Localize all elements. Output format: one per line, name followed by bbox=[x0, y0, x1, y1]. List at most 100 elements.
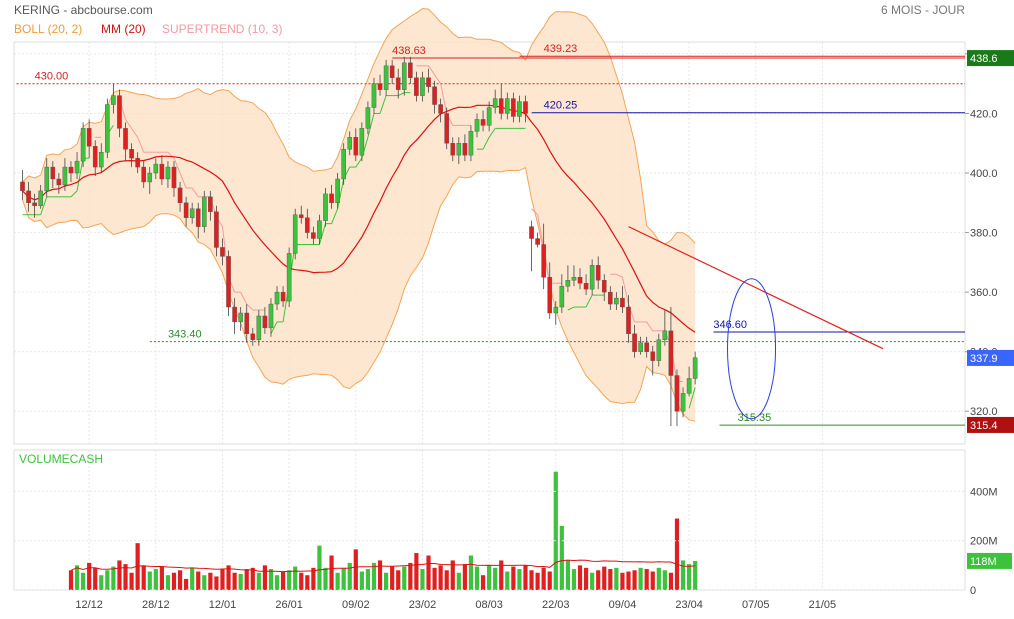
volume-bar bbox=[523, 565, 528, 590]
candle-body bbox=[86, 128, 92, 147]
volume-bar bbox=[674, 518, 680, 590]
candle-body bbox=[286, 253, 292, 302]
volume-tick-label: 400M bbox=[970, 486, 998, 498]
supertrend-segment bbox=[179, 172, 187, 189]
highlight-ellipse bbox=[727, 278, 777, 420]
price-tag-label: 337.9 bbox=[970, 353, 998, 365]
supertrend-segment bbox=[131, 128, 139, 138]
volume-bar bbox=[123, 564, 128, 590]
supertrend-segment bbox=[482, 137, 490, 150]
volume-bar bbox=[141, 565, 146, 590]
volume-bar bbox=[656, 567, 661, 590]
candle-body bbox=[195, 208, 201, 227]
candle-body bbox=[38, 190, 43, 206]
supertrend-segment bbox=[567, 306, 575, 311]
candle-body bbox=[462, 143, 468, 156]
supertrend-segment bbox=[440, 83, 448, 114]
x-tick-label: 12/01 bbox=[209, 599, 237, 611]
candle-body bbox=[450, 143, 456, 156]
supertrend-segment bbox=[379, 95, 387, 114]
volume-bar bbox=[299, 572, 304, 590]
x-tick-label: 26/01 bbox=[275, 599, 303, 611]
volume-bar bbox=[602, 566, 607, 590]
candle-body bbox=[444, 113, 450, 144]
x-tick-label: 12/12 bbox=[75, 599, 103, 611]
candle-body bbox=[274, 291, 280, 305]
candle-body bbox=[662, 330, 668, 340]
volume-bar bbox=[462, 564, 467, 590]
supertrend-segment bbox=[688, 387, 696, 409]
candle-body bbox=[638, 342, 643, 352]
candle-body bbox=[323, 193, 328, 221]
volume-bar bbox=[220, 569, 225, 590]
candle-body bbox=[650, 351, 656, 361]
candle-body bbox=[268, 303, 274, 329]
legend-supertrend: SUPERTREND (10, 3) bbox=[162, 22, 282, 36]
resistance-trendline bbox=[628, 226, 884, 350]
candle-body bbox=[135, 157, 140, 168]
volume-bar bbox=[553, 471, 558, 590]
volume-bar bbox=[571, 569, 577, 590]
period-label: 6 MOIS - JOUR bbox=[881, 3, 965, 17]
candle-body bbox=[232, 306, 237, 323]
candle-body bbox=[680, 393, 686, 412]
candle-body bbox=[244, 312, 250, 335]
volume-bar bbox=[420, 569, 425, 590]
volume-bar bbox=[129, 572, 134, 590]
volume-bar bbox=[74, 565, 80, 590]
candle-body bbox=[589, 265, 595, 290]
candle-body bbox=[644, 342, 649, 352]
x-tick-label: 07/05 bbox=[742, 599, 770, 611]
x-tick-label: 09/02 bbox=[342, 599, 370, 611]
volume-bar bbox=[274, 575, 280, 590]
supertrend-segment bbox=[337, 178, 345, 209]
chart-title: KERING - abcbourse.com bbox=[14, 3, 153, 17]
supertrend-segment bbox=[318, 223, 326, 245]
volume-bar bbox=[244, 569, 249, 590]
supertrend-segment bbox=[191, 187, 199, 198]
candle-body bbox=[535, 238, 540, 245]
volume-bar bbox=[529, 570, 534, 590]
volume-bar bbox=[153, 569, 158, 590]
candle-body bbox=[541, 244, 546, 278]
candle-body bbox=[347, 137, 353, 150]
level-label: 343.40 bbox=[168, 329, 202, 341]
trendline bbox=[628, 226, 884, 350]
volume-bar bbox=[177, 570, 183, 590]
volume-bar bbox=[196, 571, 201, 590]
supertrend-segment bbox=[621, 277, 629, 305]
volume-bar bbox=[384, 572, 389, 590]
candle-body bbox=[547, 277, 553, 314]
volume-bar bbox=[638, 567, 643, 590]
candle-body bbox=[456, 143, 462, 156]
supertrend-segment bbox=[397, 92, 405, 97]
supertrend-segment bbox=[585, 294, 593, 308]
candle-body bbox=[389, 65, 395, 78]
candle-body bbox=[498, 98, 504, 114]
volume-bar bbox=[341, 567, 346, 590]
candle-body bbox=[559, 285, 565, 308]
level-label: 346.60 bbox=[713, 319, 747, 331]
candle-body bbox=[377, 83, 383, 90]
volume-bar bbox=[626, 571, 631, 590]
volume-bar bbox=[268, 569, 274, 590]
candle-body bbox=[426, 77, 431, 87]
candle-body bbox=[686, 378, 692, 394]
price-tag bbox=[967, 416, 1014, 433]
price-tag bbox=[967, 50, 1014, 67]
candle-body bbox=[577, 277, 583, 284]
candle-body bbox=[20, 181, 25, 192]
volume-bar bbox=[287, 570, 292, 590]
candle-body bbox=[438, 104, 443, 114]
candle-body bbox=[68, 166, 74, 174]
volume-bar bbox=[111, 566, 116, 590]
volume-bar bbox=[444, 570, 449, 590]
volume-bar bbox=[347, 562, 352, 590]
volume-mm-line bbox=[70, 559, 696, 573]
candle-body bbox=[74, 160, 80, 174]
volume-bar bbox=[608, 569, 613, 590]
price-levels: 438.63 439.23430.00420.25343.40346.60315.… bbox=[16, 43, 965, 426]
candle-body bbox=[26, 190, 31, 203]
volume-bar bbox=[377, 560, 383, 590]
legend-mm: MM (20) bbox=[101, 22, 146, 36]
